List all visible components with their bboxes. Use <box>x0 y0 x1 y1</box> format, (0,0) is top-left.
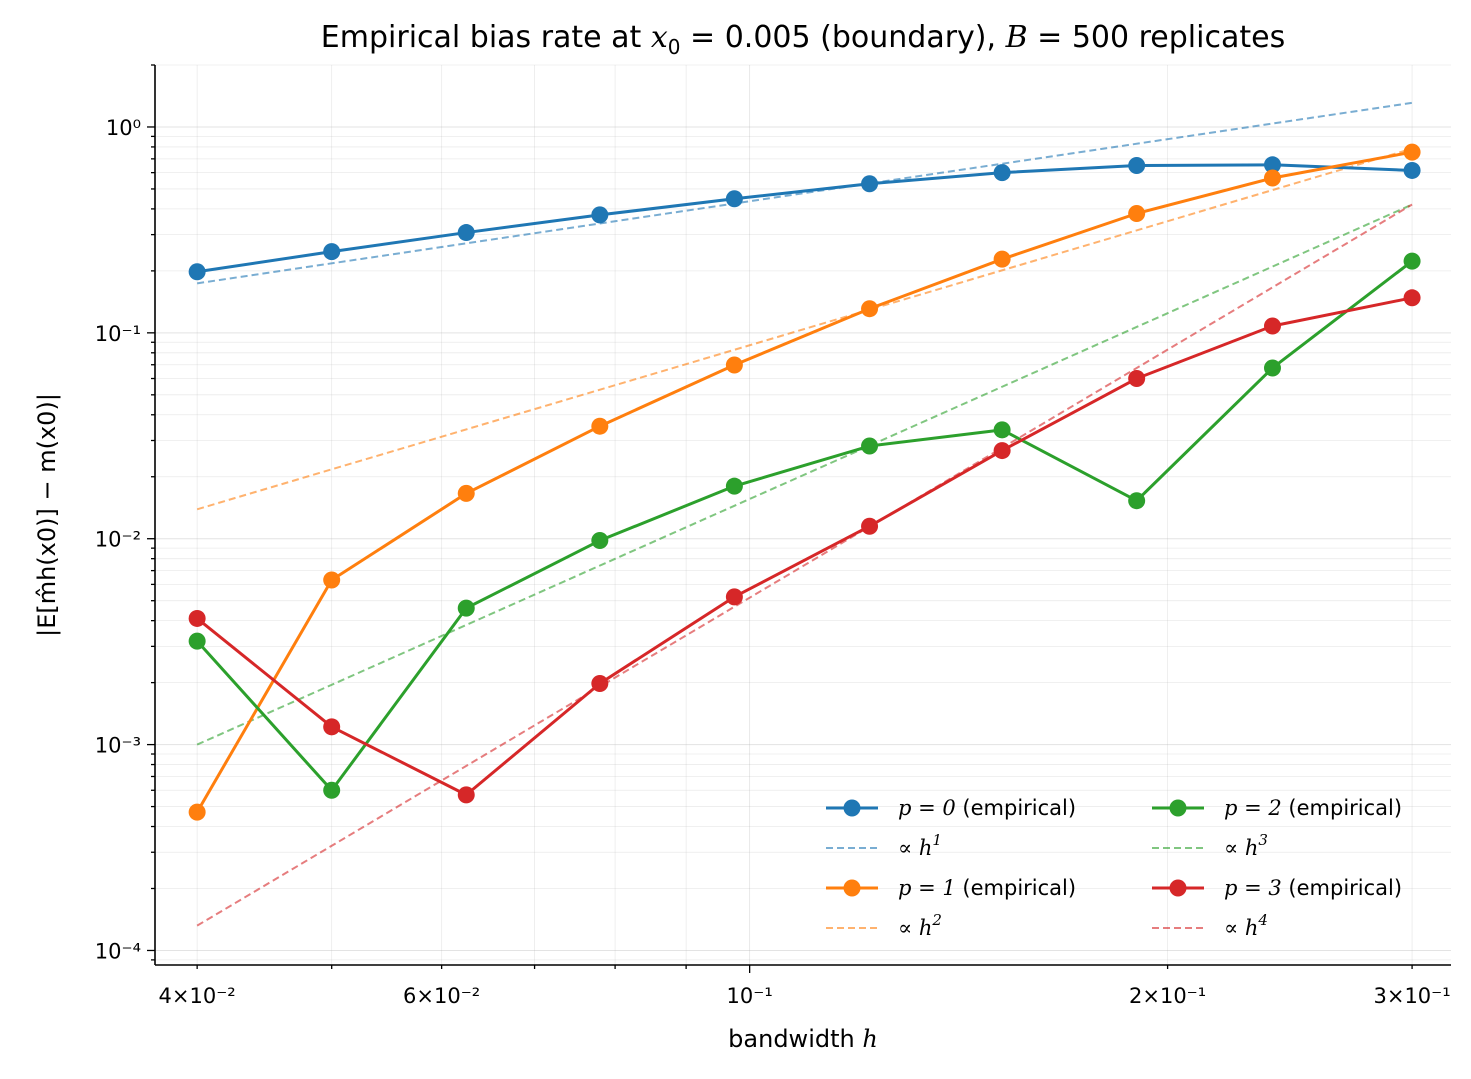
y-tick-label: 10⁻³ <box>95 734 141 758</box>
grid-layer <box>155 64 1451 965</box>
data-point <box>861 175 879 193</box>
legend-label: p = 3 (empirical) <box>1224 876 1402 900</box>
x-tick-label: 10⁻¹ <box>727 984 773 1008</box>
y-tick-label: 10⁰ <box>106 116 141 140</box>
reference-line-h3 <box>196 203 1413 746</box>
legend-item: p = 0 (empirical) <box>826 796 1076 820</box>
data-point <box>457 786 475 804</box>
legend-label: p = 1 (empirical) <box>898 876 1076 900</box>
ticks-layer: 10⁰ 10⁻¹ 10⁻² 10⁻³ 10⁻⁴ 4×10⁻² 6×10⁻² 10⁻¹ 2×10⁻… <box>95 64 1451 1008</box>
data-point <box>861 437 879 455</box>
chart-title: Empirical bias rate at x0 = 0.005 (bound… <box>321 20 1285 59</box>
data-point <box>725 190 743 208</box>
data-point <box>323 781 341 799</box>
legend-marker-swatch <box>1169 879 1187 897</box>
data-point <box>1128 492 1146 510</box>
legend-label: p = 0 (empirical) <box>898 796 1076 820</box>
data-point <box>188 263 206 281</box>
y-tick-label: 10⁻⁴ <box>95 939 141 963</box>
data-point <box>1128 204 1146 222</box>
data-point <box>1403 252 1421 270</box>
data-point <box>861 517 879 535</box>
legend-label: p = 2 (empirical) <box>1224 796 1402 820</box>
series-p1 <box>188 143 1421 821</box>
legend-item: ∝ h3 <box>1152 831 1268 860</box>
data-point <box>861 300 879 318</box>
data-point <box>188 609 206 627</box>
x-tick-label: 2×10⁻¹ <box>1129 984 1206 1008</box>
reference-line-h2 <box>196 147 1413 511</box>
data-point <box>457 224 475 242</box>
data-point <box>725 356 743 374</box>
data-point <box>993 250 1011 268</box>
reference-line-h1 <box>196 101 1413 285</box>
data-point <box>1263 359 1281 377</box>
x-axis-label: bandwidth h <box>728 1025 878 1053</box>
legend-label: ∝ h1 <box>898 831 942 860</box>
legend-label: ∝ h4 <box>1224 911 1268 940</box>
data-point <box>323 718 341 736</box>
legend-marker-swatch <box>1169 799 1187 817</box>
reference-line-h4 <box>196 203 1413 927</box>
data-point <box>1403 161 1421 179</box>
data-point <box>1263 317 1281 335</box>
legend: p = 0 (empirical) ∝ h1 p = 1 (empirical) ∝ … <box>826 796 1402 940</box>
x-tick-label: 4×10⁻² <box>159 984 236 1008</box>
data-point <box>1263 169 1281 187</box>
data-point <box>591 417 609 435</box>
series-layer <box>188 143 1421 821</box>
series-line <box>196 259 1413 792</box>
data-point <box>993 164 1011 182</box>
series-p3 <box>188 289 1421 804</box>
series-line <box>195 150 1413 813</box>
y-axis-label: |E[m̂h(x0)] − m(x0)| <box>33 393 61 637</box>
data-point <box>993 421 1011 439</box>
reference-lines-layer <box>196 101 1413 927</box>
series-p2 <box>188 252 1421 799</box>
legend-label: ∝ h3 <box>1224 831 1268 860</box>
legend-label: ∝ h2 <box>898 911 942 940</box>
legend-marker-swatch <box>843 879 861 897</box>
data-point <box>188 632 206 650</box>
legend-item: ∝ h4 <box>1152 911 1268 940</box>
axes-layer <box>154 65 1451 966</box>
legend-item: p = 3 (empirical) <box>1152 876 1402 900</box>
data-point <box>725 477 743 495</box>
data-point <box>457 484 475 502</box>
data-point <box>591 206 609 224</box>
series-line <box>196 163 1413 274</box>
x-tick-label: 6×10⁻² <box>403 984 480 1008</box>
data-point <box>1403 289 1421 307</box>
series-p0 <box>188 156 1421 281</box>
data-point <box>591 675 609 693</box>
data-point <box>1128 156 1146 174</box>
legend-item: p = 2 (empirical) <box>1152 796 1402 820</box>
data-point <box>188 803 206 821</box>
legend-item: p = 1 (empirical) <box>826 876 1076 900</box>
data-point <box>725 588 743 606</box>
data-point <box>323 243 341 261</box>
legend-item: ∝ h1 <box>826 831 942 860</box>
data-point <box>1263 156 1281 174</box>
data-point <box>591 532 609 550</box>
y-tick-label: 10⁻¹ <box>95 322 141 346</box>
legend-marker-swatch <box>843 799 861 817</box>
data-point <box>457 599 475 617</box>
legend-item: ∝ h2 <box>826 911 942 940</box>
x-tick-label: 3×10⁻¹ <box>1373 984 1450 1008</box>
y-tick-label: 10⁻² <box>95 528 141 552</box>
data-point <box>1403 143 1421 161</box>
data-point <box>993 442 1011 460</box>
data-point <box>1128 370 1146 388</box>
data-point <box>323 571 341 589</box>
series-line <box>196 296 1413 797</box>
